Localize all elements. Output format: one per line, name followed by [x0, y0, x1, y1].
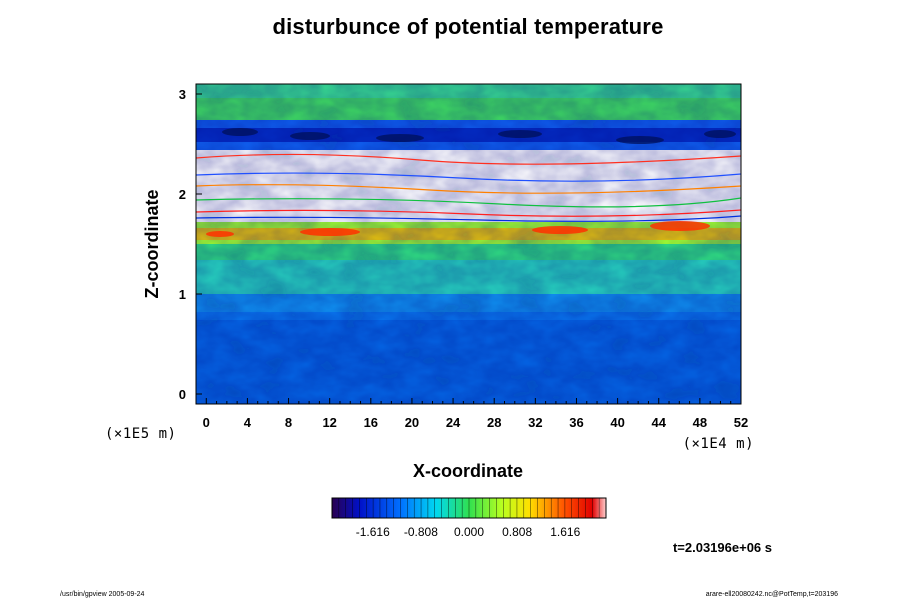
x-tick-label: 4	[244, 415, 252, 430]
x-tick-label: 36	[569, 415, 583, 430]
chart-title: disturbunce of potential temperature	[272, 14, 664, 39]
x-tick-label: 52	[734, 415, 748, 430]
y-axis-title: Z-coordinate	[142, 189, 162, 298]
x-tick-label: 16	[364, 415, 378, 430]
footer-right: arare-ell20080242.nc@PotTemp,t=203196	[706, 591, 838, 598]
x-tick-label: 8	[285, 415, 292, 430]
y-axis-unit: (×1E5 m)	[105, 426, 176, 442]
x-axis-title: X-coordinate	[413, 461, 523, 481]
footer-left: /usr/bin/gpview 2005-09-24	[60, 591, 145, 598]
x-tick-label: 44	[652, 415, 667, 430]
time-label: t=2.03196e+06 s	[673, 540, 772, 555]
x-tick-label: 32	[528, 415, 542, 430]
x-tick-label: 20	[405, 415, 419, 430]
y-tick-label: 3	[179, 87, 186, 102]
x-tick-label: 40	[610, 415, 624, 430]
colorbar-tick-label: -0.808	[404, 525, 438, 539]
x-axis: 0 4 8 12 16 20 24 28 32 36 40 44 48 52	[203, 398, 748, 430]
y-axis: 0 1 2 3	[179, 87, 202, 402]
colorbar-tick-label: -1.616	[356, 525, 390, 539]
x-tick-label: 48	[693, 415, 707, 430]
x-tick-label: 28	[487, 415, 501, 430]
y-tick-label: 2	[179, 187, 186, 202]
plot-frame	[195, 83, 742, 405]
y-tick-label: 0	[179, 387, 186, 402]
y-tick-label: 1	[179, 287, 186, 302]
colorbar-tick-label: 0.000	[454, 525, 484, 539]
heatmap-field	[196, 84, 741, 404]
x-tick-label: 24	[446, 415, 461, 430]
colorbar-tick-label: 0.808	[502, 525, 532, 539]
x-tick-label: 0	[203, 415, 210, 430]
colorbar-tick-label: 1.616	[550, 525, 580, 539]
colorbar-ticks: -1.616 -0.808 0.000 0.808 1.616	[356, 525, 581, 539]
x-tick-label: 12	[322, 415, 336, 430]
x-axis-unit: (×1E4 m)	[683, 436, 754, 452]
colorbar-divisions	[338, 498, 600, 518]
